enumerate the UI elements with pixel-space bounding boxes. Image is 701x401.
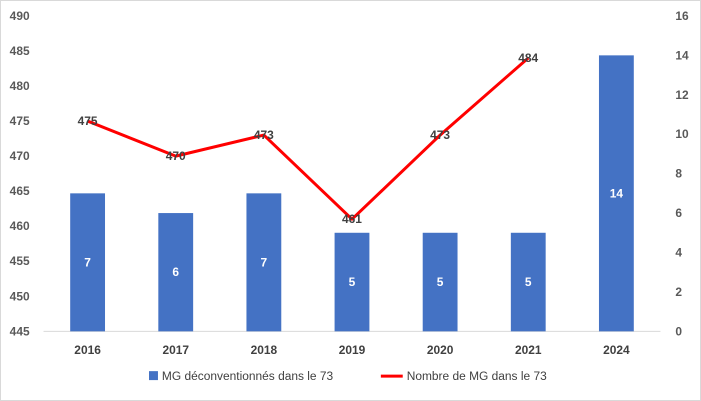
bar — [334, 232, 370, 332]
legend-label-line: Nombre de MG dans le 73 — [407, 369, 547, 383]
bar-data-label: 7 — [84, 255, 91, 269]
legend: MG déconventionnés dans le 73 Nombre de … — [149, 369, 547, 383]
bar — [246, 193, 282, 332]
x-tick-label: 2017 — [162, 343, 189, 357]
bar-data-label: 5 — [525, 275, 532, 289]
right-y-tick-label: 10 — [675, 127, 689, 141]
bar — [510, 232, 546, 332]
bar-data-label: 5 — [349, 275, 356, 289]
line-data-label: 473 — [254, 128, 274, 142]
left-y-tick-label: 485 — [10, 44, 30, 58]
bar-data-label: 6 — [172, 265, 179, 279]
left-y-tick-label: 445 — [10, 324, 30, 338]
bar-data-label: 14 — [610, 186, 624, 200]
right-y-tick-label: 14 — [675, 48, 689, 62]
bar — [158, 213, 194, 332]
right-y-tick-label: 8 — [675, 167, 682, 181]
bar — [422, 232, 458, 332]
right-y-tick-label: 4 — [675, 245, 682, 259]
bar — [598, 55, 634, 332]
left-y-tick-label: 490 — [10, 9, 30, 23]
right-y-tick-label: 2 — [675, 285, 682, 299]
x-tick-label: 2019 — [339, 343, 366, 357]
line-data-label: 475 — [78, 114, 98, 128]
right-y-axis: 0 2 4 6 8 10 12 14 16 — [675, 9, 689, 338]
line-data-label: 473 — [430, 128, 450, 142]
x-tick-label: 2024 — [603, 343, 630, 357]
left-y-tick-label: 475 — [10, 114, 30, 128]
legend-label-bar: MG déconventionnés dans le 73 — [162, 369, 334, 383]
legend-swatch-bar — [149, 371, 158, 381]
x-tick-label: 2020 — [427, 343, 454, 357]
right-y-tick-label: 6 — [675, 206, 682, 220]
left-y-tick-label: 450 — [10, 289, 30, 303]
line-series: 475 470 473 461 473 484 — [78, 51, 539, 226]
left-y-axis: 445 450 455 460 465 470 475 480 485 490 — [10, 9, 30, 338]
line-data-label: 484 — [518, 51, 538, 65]
bar-series: 7 6 7 5 5 5 14 — [70, 55, 634, 332]
series-line — [87, 56, 530, 221]
line-data-label: 470 — [166, 149, 186, 163]
x-tick-label: 2021 — [515, 343, 542, 357]
right-y-tick-label: 12 — [675, 88, 689, 102]
right-y-tick-label: 16 — [675, 9, 689, 23]
bar-data-label: 5 — [437, 275, 444, 289]
line-data-label: 461 — [342, 212, 362, 226]
right-y-tick-label: 0 — [675, 324, 682, 338]
bar — [70, 193, 106, 332]
left-y-tick-label: 460 — [10, 219, 30, 233]
left-y-tick-label: 470 — [10, 149, 30, 163]
x-axis-labels: 2016 2017 2018 2019 2020 2021 2024 — [74, 343, 630, 357]
left-y-tick-label: 465 — [10, 184, 30, 198]
x-tick-label: 2018 — [251, 343, 278, 357]
left-y-tick-label: 455 — [10, 254, 30, 268]
bar-data-label: 7 — [261, 255, 268, 269]
x-tick-label: 2016 — [74, 343, 101, 357]
left-y-tick-label: 480 — [10, 79, 30, 93]
